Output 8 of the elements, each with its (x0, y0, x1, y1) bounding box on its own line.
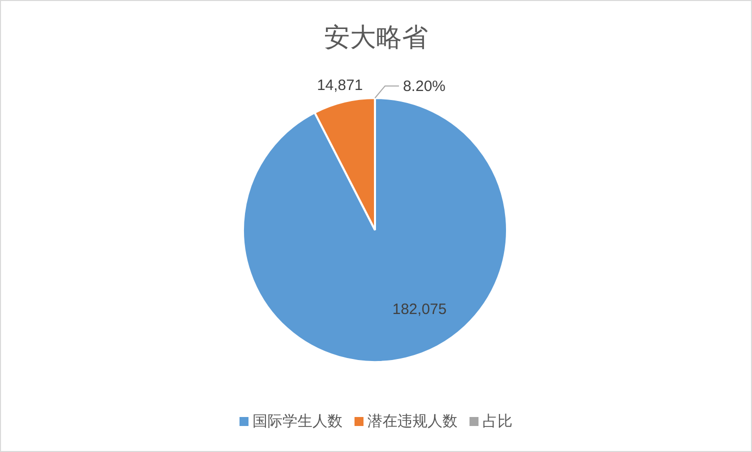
data-label: 8.20% (402, 78, 446, 95)
chart-title: 安大略省 (324, 22, 428, 52)
pie-slice (242, 97, 508, 363)
legend-label: 国际学生人数 (252, 413, 342, 430)
legend-label: 占比 (482, 413, 512, 430)
data-label: 14,871 (316, 77, 363, 94)
legend-label: 潜在违规人数 (368, 413, 458, 430)
data-label: 182,075 (392, 300, 447, 318)
